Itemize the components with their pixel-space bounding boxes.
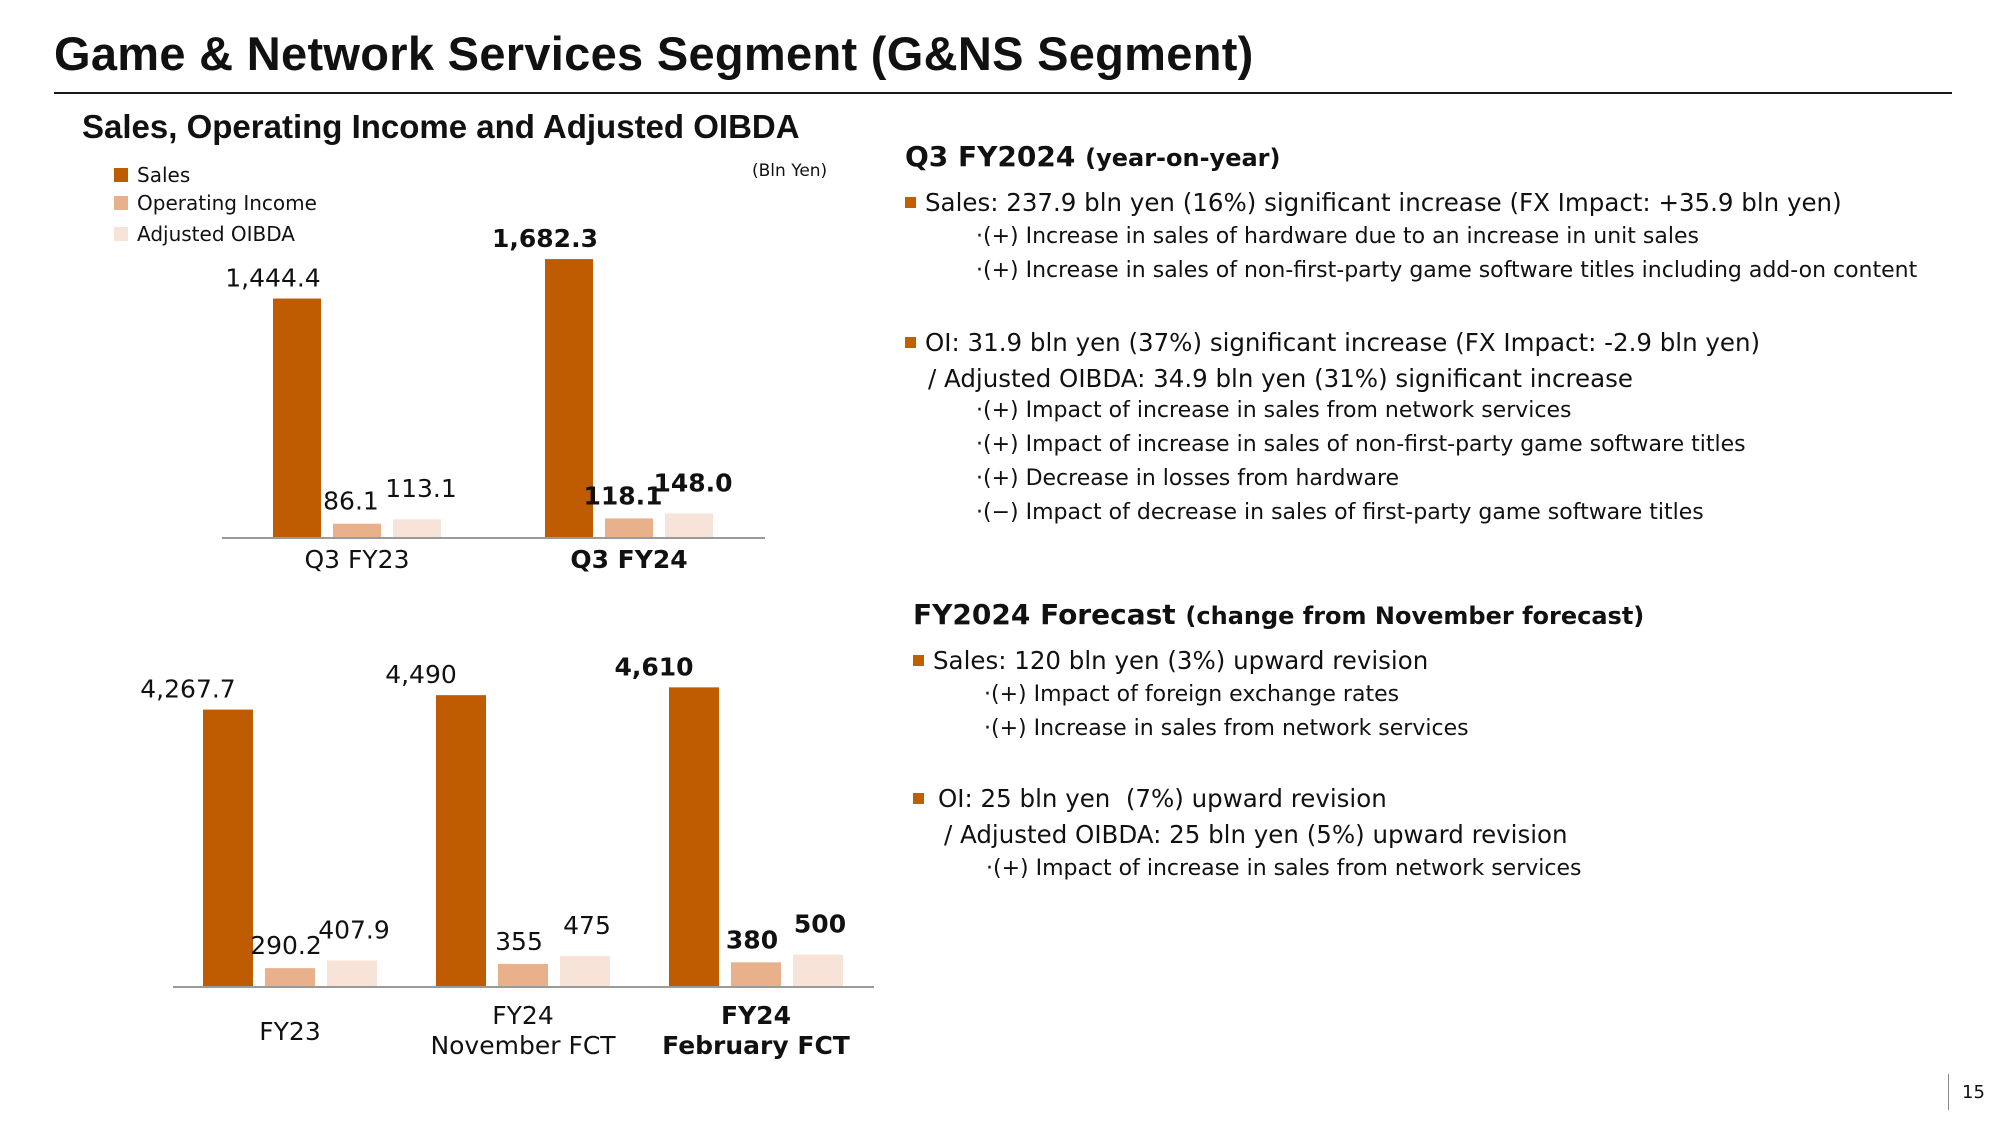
data-label: 1,682.3 [492,224,598,253]
legend-item-operating-income: Operating Income [114,191,317,215]
q3-oi-point: ·(+) Impact of increase in sales of non-… [976,432,1746,457]
data-label: 475 [563,911,611,940]
q3-oi-bullet: OI: 31.9 bln yen (37%) significant incre… [905,328,1760,357]
q3-oibda-text: / Adjusted OIBDA: 34.9 bln yen (31%) sig… [928,364,1633,393]
forecast-heading-main: FY2024 Forecast [913,598,1176,631]
forecast-sales-point: ·(+) Impact of foreign exchange rates [984,682,1400,707]
bar-adjusted-oibda [393,519,441,538]
data-label: 118.1 [583,481,662,510]
data-label: 407.9 [318,915,390,944]
page-number: 15 [1962,1082,1985,1103]
forecast-oi-bullet: OI: 25 bln yen (7%) upward revision [913,784,1387,813]
page-title: Game & Network Services Segment (G&NS Se… [54,27,1254,80]
legend-swatch-sales [114,168,128,182]
bar-operating-income [265,968,315,987]
data-label: 355 [495,927,543,956]
category-label: Q3 FY23 [305,545,410,574]
legend-swatch-operating-income [114,196,128,210]
q3-heading-main: Q3 FY2024 [905,140,1076,173]
data-label: 113.1 [385,474,457,503]
category-label: FY24 [492,1001,553,1030]
legend-label-sales: Sales [137,163,191,187]
bar-sales [203,709,253,987]
bar-adjusted-oibda [793,954,843,987]
q3-sales-point: ·(+) Increase in sales of hardware due t… [976,224,1699,249]
data-label: 4,490 [385,660,457,689]
chart-section-heading: Sales, Operating Income and Adjusted OIB… [82,108,800,145]
bar-operating-income [605,518,653,538]
bar-sales [273,298,321,538]
data-label: 1,444.4 [225,264,320,293]
forecast-oi-text: OI: 25 bln yen (7%) upward revision [938,784,1387,813]
category-label: Q3 FY24 [570,545,687,574]
data-label: 500 [794,910,846,939]
bar-sales [545,259,593,538]
forecast-sales-bullet: Sales: 120 bln yen (3%) upward revision [913,646,1428,675]
q3-oi-point: ·(−) Impact of decrease in sales of firs… [976,500,1704,525]
bar-operating-income [731,962,781,987]
q3-sales-point: ·(+) Increase in sales of non-first-part… [976,258,1918,283]
q3-heading: Q3 FY2024 (year-on-year) [905,140,1280,173]
unit-label: (Bln Yen) [752,161,828,181]
bar-sales [669,687,719,987]
data-label: 4,610 [614,652,693,681]
bar-sales [436,695,486,987]
legend-swatch-adjusted-oibda [114,227,128,241]
legend-label-adjusted-oibda: Adjusted OIBDA [137,222,295,246]
bullet-square-icon [905,197,916,208]
legend-item-adjusted-oibda: Adjusted OIBDA [114,222,295,246]
bar-adjusted-oibda [665,513,713,538]
bar-adjusted-oibda [560,956,610,987]
forecast-sales-point: ·(+) Increase in sales from network serv… [984,716,1469,741]
forecast-heading-sub: (change from November forecast) [1185,602,1645,630]
bullet-square-icon [913,793,924,804]
bar-operating-income [333,523,381,538]
bullet-square-icon [905,337,916,348]
forecast-oibda-text: / Adjusted OIBDA: 25 bln yen (5%) upward… [944,820,1568,849]
category-label: FY23 [259,1017,320,1046]
q3-oi-text: OI: 31.9 bln yen (37%) significant incre… [925,328,1761,357]
legend-label-operating-income: Operating Income [137,191,317,215]
q3-heading-sub: (year-on-year) [1085,144,1281,172]
data-label: 290.2 [250,931,322,960]
data-label: 86.1 [323,487,379,516]
bullet-square-icon [913,655,924,666]
legend-item-sales: Sales [114,163,190,187]
q3-sales-text: Sales: 237.9 bln yen (16%) significant i… [925,188,1842,217]
forecast-sales-text: Sales: 120 bln yen (3%) upward revision [933,646,1429,675]
q3-sales-bullet: Sales: 237.9 bln yen (16%) significant i… [905,188,1842,217]
data-label: 4,267.7 [140,675,235,704]
bar-operating-income [498,963,548,987]
forecast-oi-point: ·(+) Impact of increase in sales from ne… [986,856,1582,881]
data-label: 148.0 [653,468,732,497]
q3-oi-point: ·(+) Impact of increase in sales from ne… [976,398,1572,423]
q3-oi-point: ·(+) Decrease in losses from hardware [976,466,1400,491]
page-number-divider [1948,1074,1949,1110]
title-divider [54,92,1952,94]
category-label: February FCT [662,1031,850,1060]
category-label: FY24 [721,1001,791,1030]
category-label: November FCT [430,1031,616,1060]
bar-adjusted-oibda [327,960,377,987]
forecast-heading: FY2024 Forecast (change from November fo… [913,598,1644,631]
data-label: 380 [726,925,778,954]
